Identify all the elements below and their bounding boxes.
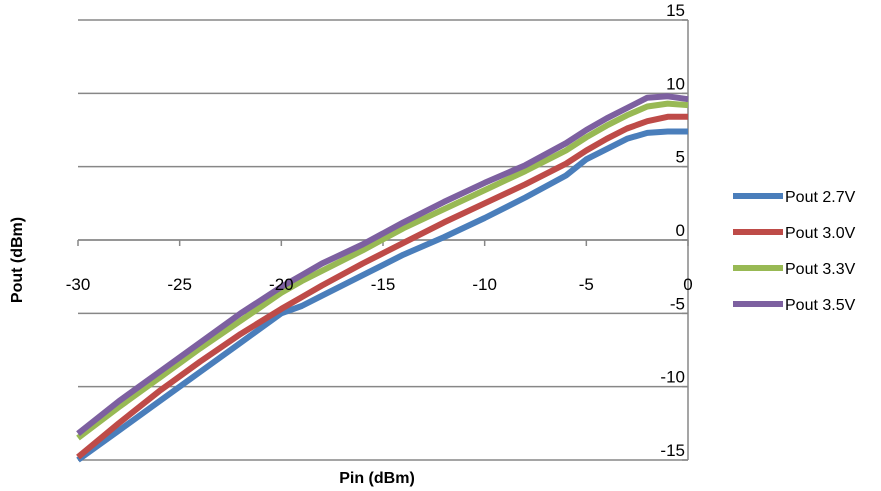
- legend: Pout 2.7V Pout 3.0V Pout 3.3V Pout 3.5V: [733, 189, 856, 314]
- y-axis-title: Pout (dBm): [9, 217, 26, 303]
- x-tick-label: -15: [371, 275, 396, 294]
- y-tick-label: -5: [670, 294, 685, 313]
- legend-label: Pout 3.5V: [785, 297, 856, 314]
- y-tick-label: -15: [660, 441, 685, 460]
- legend-label: Pout 3.0V: [785, 225, 856, 242]
- series-line: [76, 100, 689, 441]
- x-tick-label: -10: [472, 275, 497, 294]
- y-tick-labels: 15 10 5 0 -5 -10 -15: [660, 1, 685, 460]
- x-tick-label: -30: [66, 275, 91, 294]
- series-line: [76, 93, 689, 436]
- x-axis-title: Pin (dBm): [339, 470, 415, 487]
- series-line: [76, 113, 688, 460]
- legend-label: Pout 2.7V: [785, 189, 856, 206]
- y-tick-label: 5: [676, 148, 685, 167]
- y-tick-label: 10: [666, 74, 685, 93]
- legend-label: Pout 3.3V: [785, 261, 856, 278]
- series-layer: [76, 93, 689, 463]
- x-tick-label: -5: [579, 275, 594, 294]
- series-line: [76, 128, 688, 463]
- x-tick-label: -25: [167, 275, 192, 294]
- x-tick-label: 0: [683, 275, 692, 294]
- y-tick-label: -10: [660, 368, 685, 387]
- y-tick-label: 0: [676, 221, 685, 240]
- y-tick-label: 15: [666, 1, 685, 20]
- x-tick-labels: -30 -25 -20 -15 -10 -5 0: [66, 275, 693, 294]
- x-tick-label: -20: [269, 275, 294, 294]
